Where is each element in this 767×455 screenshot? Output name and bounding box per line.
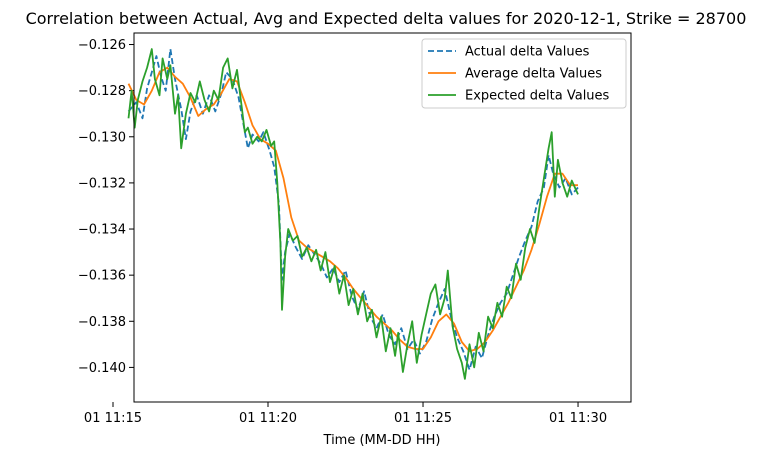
y-tick-label: −0.126: [78, 38, 126, 53]
y-tick-label: −0.132: [78, 176, 126, 191]
x-axis: 01 11:15 01 11:20 01 11:25 01 11:30: [84, 402, 607, 426]
y-tick-label: −0.138: [78, 315, 126, 330]
legend-label: Average delta Values: [465, 67, 602, 82]
y-tick-label: −0.130: [78, 130, 126, 145]
x-tick-label: 01 11:20: [239, 411, 297, 426]
series-line-3: [127, 48, 579, 380]
legend-label: Actual delta Values: [465, 45, 590, 60]
plot-frame: [133, 32, 632, 403]
legend-label: Expected delta Values: [465, 89, 610, 104]
x-tick-label: 01 11:25: [394, 411, 452, 426]
chart-title: Correlation between Actual, Avg and Expe…: [26, 9, 747, 28]
series-line-2: [127, 66, 578, 353]
series-layer: [127, 48, 579, 380]
x-tick-label: 01 11:30: [549, 411, 607, 426]
legend: Actual delta Values Average delta Values E…: [421, 38, 627, 109]
y-tick-label: −0.134: [78, 223, 126, 238]
x-axis-label: Time (MM-DD HH): [323, 433, 441, 448]
legend-box: [421, 38, 627, 109]
y-tick-label: −0.140: [78, 361, 126, 376]
y-tick-label: −0.136: [78, 269, 126, 284]
y-tick-label: −0.128: [78, 84, 126, 99]
y-axis: −0.126 −0.128 −0.130 −0.132 −0.134 −0.136 −0.1…: [78, 38, 134, 376]
x-tick-label: 01 11:15: [84, 411, 142, 426]
